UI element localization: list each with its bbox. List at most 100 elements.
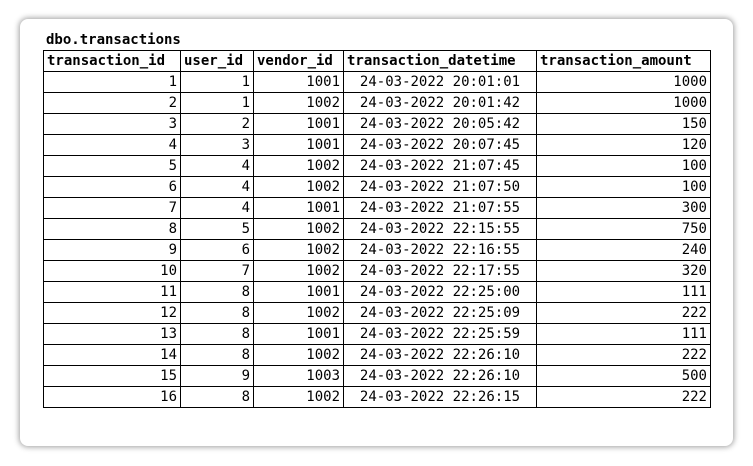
- table-title: dbo.transactions: [46, 32, 181, 48]
- user-id-cell: 5: [180, 218, 254, 240]
- column-header-transaction-amount: transaction_amount: [536, 50, 711, 72]
- user-id-cell: 3: [180, 134, 254, 156]
- table-row: 3 2 1001 24-03-2022 20:05:42 150: [43, 113, 711, 135]
- transaction-id-cell: 8: [43, 218, 181, 240]
- transaction-datetime-cell: 24-03-2022 22:26:10: [343, 344, 537, 366]
- transaction-amount-cell: 100: [536, 155, 711, 177]
- transaction-amount-cell: 750: [536, 218, 711, 240]
- column-header-transaction-datetime: transaction_datetime: [343, 50, 537, 72]
- transaction-datetime-cell: 24-03-2022 20:05:42: [343, 113, 537, 135]
- user-id-cell: 1: [180, 92, 254, 114]
- transaction-datetime-cell: 24-03-2022 20:01:42: [343, 92, 537, 114]
- transaction-datetime-cell: 24-03-2022 22:25:00: [343, 281, 537, 303]
- transaction-amount-cell: 320: [536, 260, 711, 282]
- vendor-id-cell: 1003: [253, 365, 344, 387]
- user-id-cell: 4: [180, 155, 254, 177]
- user-id-cell: 8: [180, 323, 254, 345]
- vendor-id-cell: 1002: [253, 92, 344, 114]
- vendor-id-cell: 1002: [253, 386, 344, 408]
- user-id-cell: 1: [180, 71, 254, 93]
- transaction-amount-cell: 222: [536, 344, 711, 366]
- transaction-id-cell: 15: [43, 365, 181, 387]
- user-id-cell: 8: [180, 302, 254, 324]
- user-id-cell: 9: [180, 365, 254, 387]
- transaction-amount-cell: 150: [536, 113, 711, 135]
- transaction-datetime-cell: 24-03-2022 22:26:10: [343, 365, 537, 387]
- transaction-amount-cell: 120: [536, 134, 711, 156]
- vendor-id-cell: 1002: [253, 218, 344, 240]
- transaction-amount-cell: 111: [536, 323, 711, 345]
- user-id-cell: 8: [180, 281, 254, 303]
- transaction-id-cell: 3: [43, 113, 181, 135]
- vendor-id-cell: 1002: [253, 155, 344, 177]
- transaction-amount-cell: 300: [536, 197, 711, 219]
- table-row: 7 4 1001 24-03-2022 21:07:55 300: [43, 197, 711, 219]
- transaction-amount-cell: 222: [536, 386, 711, 408]
- vendor-id-cell: 1001: [253, 197, 344, 219]
- vendor-id-cell: 1002: [253, 260, 344, 282]
- table-body: 1 1 1001 24-03-2022 20:01:01 1000 2 1 1002 24-03…: [43, 71, 711, 408]
- table-row: 8 5 1002 24-03-2022 22:15:55 750: [43, 218, 711, 240]
- vendor-id-cell: 1002: [253, 344, 344, 366]
- transaction-id-cell: 10: [43, 260, 181, 282]
- vendor-id-cell: 1001: [253, 323, 344, 345]
- vendor-id-cell: 1001: [253, 134, 344, 156]
- table-row: 2 1 1002 24-03-2022 20:01:42 1000: [43, 92, 711, 114]
- transaction-id-cell: 9: [43, 239, 181, 261]
- table-row: 10 7 1002 24-03-2022 22:17:55 320: [43, 260, 711, 282]
- transaction-id-cell: 11: [43, 281, 181, 303]
- user-id-cell: 7: [180, 260, 254, 282]
- vendor-id-cell: 1001: [253, 71, 344, 93]
- transaction-amount-cell: 240: [536, 239, 711, 261]
- table-row: 4 3 1001 24-03-2022 20:07:45 120: [43, 134, 711, 156]
- user-id-cell: 8: [180, 386, 254, 408]
- table-header-row: transaction_id user_id vendor_id transac…: [43, 50, 711, 72]
- transaction-datetime-cell: 24-03-2022 21:07:50: [343, 176, 537, 198]
- table-row: 5 4 1002 24-03-2022 21:07:45 100: [43, 155, 711, 177]
- vendor-id-cell: 1002: [253, 176, 344, 198]
- transaction-datetime-cell: 24-03-2022 22:25:59: [343, 323, 537, 345]
- table-row: 16 8 1002 24-03-2022 22:26:15 222: [43, 386, 711, 408]
- transaction-id-cell: 4: [43, 134, 181, 156]
- transaction-datetime-cell: 24-03-2022 21:07:55: [343, 197, 537, 219]
- transaction-amount-cell: 111: [536, 281, 711, 303]
- transaction-amount-cell: 1000: [536, 71, 711, 93]
- transaction-amount-cell: 1000: [536, 92, 711, 114]
- table-row: 12 8 1002 24-03-2022 22:25:09 222: [43, 302, 711, 324]
- user-id-cell: 8: [180, 344, 254, 366]
- transaction-id-cell: 12: [43, 302, 181, 324]
- transaction-amount-cell: 100: [536, 176, 711, 198]
- table-row: 1 1 1001 24-03-2022 20:01:01 1000: [43, 71, 711, 93]
- transaction-datetime-cell: 24-03-2022 20:01:01: [343, 71, 537, 93]
- user-id-cell: 6: [180, 239, 254, 261]
- table-row: 13 8 1001 24-03-2022 22:25:59 111: [43, 323, 711, 345]
- transaction-amount-cell: 500: [536, 365, 711, 387]
- vendor-id-cell: 1001: [253, 281, 344, 303]
- vendor-id-cell: 1001: [253, 113, 344, 135]
- vendor-id-cell: 1002: [253, 302, 344, 324]
- table-row: 9 6 1002 24-03-2022 22:16:55 240: [43, 239, 711, 261]
- transactions-table: transaction_id user_id vendor_id transac…: [43, 50, 711, 408]
- vendor-id-cell: 1002: [253, 239, 344, 261]
- transaction-id-cell: 6: [43, 176, 181, 198]
- transaction-amount-cell: 222: [536, 302, 711, 324]
- transaction-id-cell: 2: [43, 92, 181, 114]
- transaction-datetime-cell: 24-03-2022 20:07:45: [343, 134, 537, 156]
- transaction-id-cell: 5: [43, 155, 181, 177]
- column-header-transaction-id: transaction_id: [43, 50, 181, 72]
- table-row: 11 8 1001 24-03-2022 22:25:00 111: [43, 281, 711, 303]
- transaction-datetime-cell: 24-03-2022 22:16:55: [343, 239, 537, 261]
- column-header-user-id: user_id: [180, 50, 254, 72]
- table-row: 15 9 1003 24-03-2022 22:26:10 500: [43, 365, 711, 387]
- user-id-cell: 4: [180, 197, 254, 219]
- transaction-datetime-cell: 24-03-2022 21:07:45: [343, 155, 537, 177]
- transaction-datetime-cell: 24-03-2022 22:15:55: [343, 218, 537, 240]
- transaction-datetime-cell: 24-03-2022 22:25:09: [343, 302, 537, 324]
- transaction-id-cell: 16: [43, 386, 181, 408]
- transaction-id-cell: 1: [43, 71, 181, 93]
- transaction-id-cell: 13: [43, 323, 181, 345]
- transaction-id-cell: 14: [43, 344, 181, 366]
- table-row: 6 4 1002 24-03-2022 21:07:50 100: [43, 176, 711, 198]
- transaction-datetime-cell: 24-03-2022 22:17:55: [343, 260, 537, 282]
- user-id-cell: 4: [180, 176, 254, 198]
